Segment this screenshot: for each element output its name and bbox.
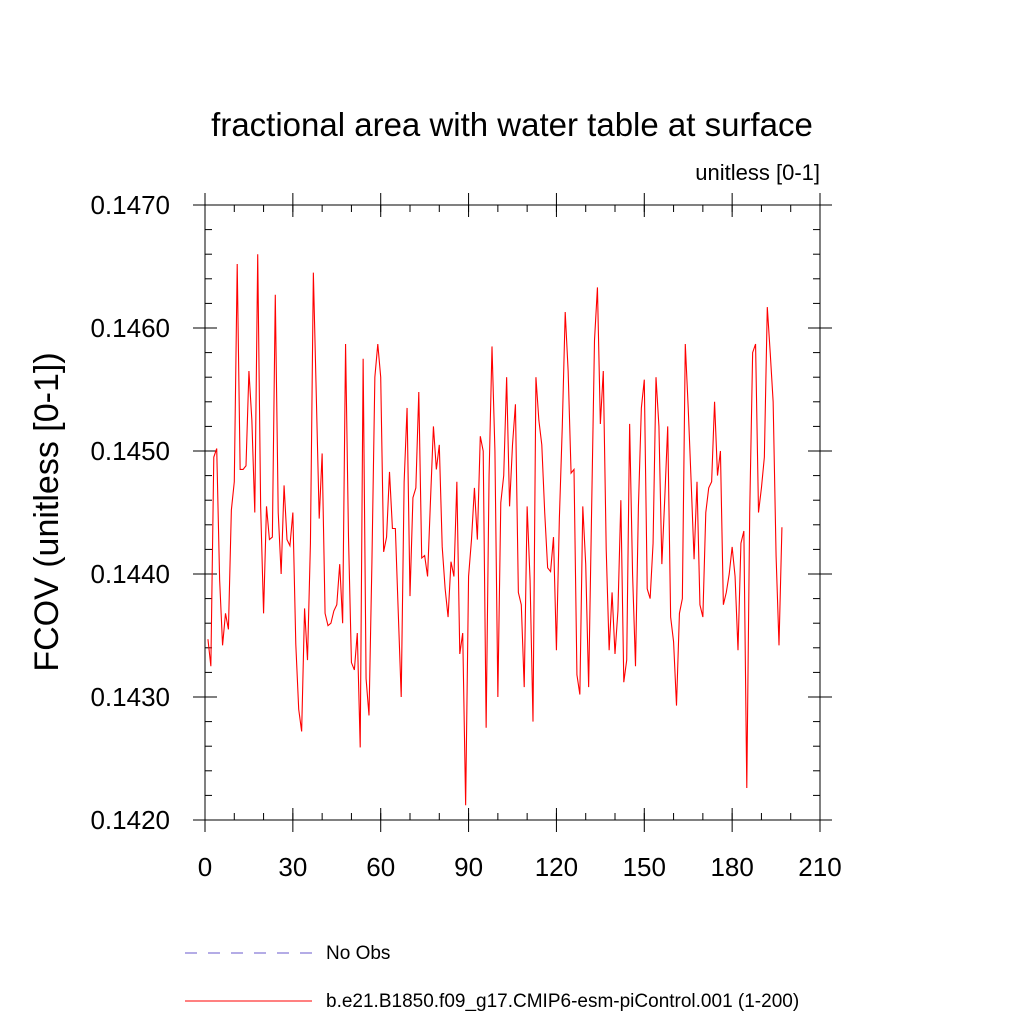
minor-ticks — [204, 204, 821, 821]
series-group — [207, 254, 783, 806]
x-tick-label: 180 — [710, 852, 753, 882]
y-tick-label: 0.1470 — [90, 190, 170, 220]
x-tick-label: 150 — [623, 852, 666, 882]
y-tick-label: 0.1430 — [90, 682, 170, 712]
plot-frame — [204, 204, 821, 821]
y-axis-ticks: 0.1420 0.1430 0.1440 0.1450 0.1460 0.1470 — [90, 190, 832, 835]
x-tick-label: 60 — [366, 852, 395, 882]
plot-border — [204, 204, 821, 821]
y-axis-label: FCOV (unitless [0-1]) — [28, 352, 66, 671]
legend-series-label: b.e21.B1850.f09_g17.CMIP6-esm-piControl.… — [326, 991, 799, 1012]
y-tick-label: 0.1420 — [90, 805, 170, 835]
x-tick-label: 210 — [798, 852, 841, 882]
x-axis-ticks: 0 30 60 90 120 150 180 210 — [198, 193, 842, 882]
y-tick-label: 0.1450 — [90, 436, 170, 466]
chart-title: fractional area with water table at surf… — [211, 106, 813, 143]
y-tick-label: 0.1440 — [90, 559, 170, 589]
x-tick-label: 120 — [535, 852, 578, 882]
x-tick-label: 90 — [454, 852, 483, 882]
x-tick-label: 30 — [278, 852, 307, 882]
legend: No Obs b.e21.B1850.f09_g17.CMIP6-esm-piC… — [185, 943, 799, 1012]
series-line — [207, 254, 783, 806]
y-tick-label: 0.1460 — [90, 313, 170, 343]
legend-no-obs-label: No Obs — [326, 943, 390, 964]
x-tick-label: 0 — [198, 852, 212, 882]
chart-subtitle: unitless [0-1] — [695, 160, 820, 185]
